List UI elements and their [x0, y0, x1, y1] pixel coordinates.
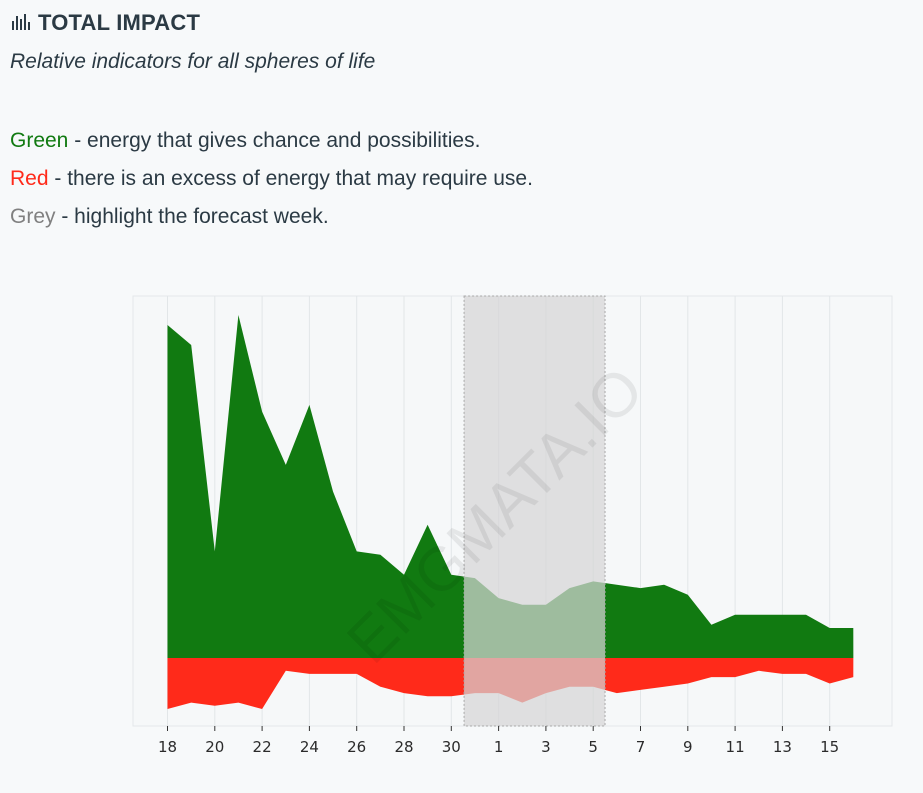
legend-red-key: Red: [10, 167, 49, 190]
header: TOTAL IMPACT: [10, 10, 200, 36]
x-tick-label: 9: [683, 738, 693, 756]
x-tick-label: 22: [253, 738, 272, 756]
legend-red: Red - there is an excess of energy that …: [10, 160, 533, 198]
legend: Green - energy that gives chance and pos…: [10, 122, 533, 236]
x-tick-label: 20: [205, 738, 224, 756]
forecast-band: [463, 295, 606, 727]
chart-bars-icon: [10, 12, 32, 34]
series-area-green: [167, 315, 854, 658]
legend-grey: Grey - highlight the forecast week.: [10, 198, 533, 236]
x-tick-label: 24: [300, 738, 319, 756]
x-tick-label: 28: [394, 738, 413, 756]
legend-grey-key: Grey: [10, 205, 56, 228]
x-tick-label: 1: [494, 738, 504, 756]
x-tick-label: 15: [820, 738, 839, 756]
page-subtitle: Relative indicators for all spheres of l…: [10, 50, 376, 73]
page-title: TOTAL IMPACT: [38, 10, 201, 35]
x-tick-label: 11: [726, 738, 745, 756]
x-tick-label: 18: [158, 738, 177, 756]
legend-green: Green - energy that gives chance and pos…: [10, 122, 533, 160]
legend-red-desc: - there is an excess of energy that may …: [48, 167, 533, 190]
x-tick-label: 26: [347, 738, 366, 756]
x-tick-label: 7: [636, 738, 646, 756]
legend-green-key: Green: [10, 129, 69, 152]
x-tick-label: 13: [773, 738, 792, 756]
legend-grey-desc: - highlight the forecast week.: [55, 205, 329, 228]
x-tick-label: 3: [541, 738, 551, 756]
legend-green-desc: - energy that gives chance and possibili…: [68, 129, 481, 152]
x-tick-label: 5: [588, 738, 598, 756]
chart-container: EMGMATA.IO 18 20 22 24 26 28 30 1 3 5 7 9 11 13 15: [0, 280, 923, 785]
x-tick-label: 30: [442, 738, 461, 756]
